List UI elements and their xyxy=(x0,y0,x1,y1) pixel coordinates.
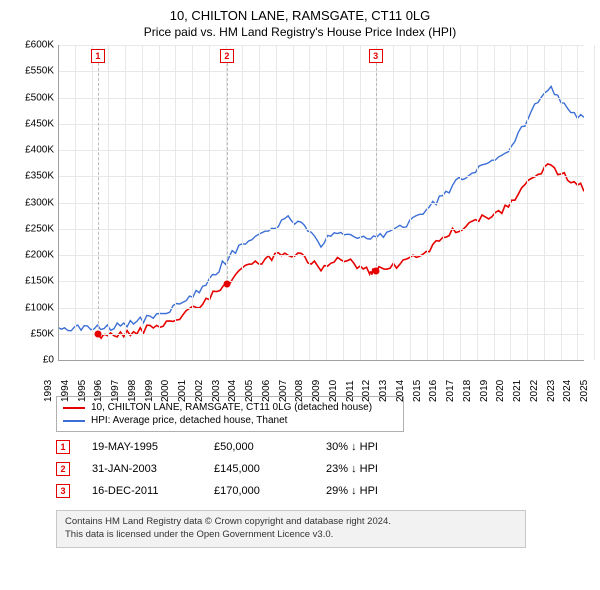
sale-dot-3 xyxy=(372,267,379,274)
x-tick-label: 2014 xyxy=(395,372,406,402)
x-tick-label: 2005 xyxy=(244,372,255,402)
legend-swatch-hpi xyxy=(63,420,85,422)
chart-sale-marker-2: 2 xyxy=(220,49,234,63)
x-tick-label: 1999 xyxy=(144,372,155,402)
x-tick-label: 1993 xyxy=(43,372,54,402)
x-tick-label: 2019 xyxy=(479,372,490,402)
sales-table: 1 19-MAY-1995 £50,000 30% ↓ HPI 2 31-JAN… xyxy=(56,436,590,502)
x-tick-label: 1998 xyxy=(127,372,138,402)
x-tick-label: 2007 xyxy=(278,372,289,402)
x-tick-label: 1996 xyxy=(93,372,104,402)
sale-diff-1: 30% ↓ HPI xyxy=(326,441,426,453)
y-tick-label: £150K xyxy=(10,276,54,287)
x-tick-label: 2020 xyxy=(495,372,506,402)
sale-dot-2 xyxy=(223,280,230,287)
x-tick-label: 2008 xyxy=(294,372,305,402)
x-tick-label: 2002 xyxy=(194,372,205,402)
y-tick-label: £500K xyxy=(10,92,54,103)
legend-label-hpi: HPI: Average price, detached house, Than… xyxy=(91,415,287,426)
x-tick-label: 2013 xyxy=(378,372,389,402)
y-tick-label: £100K xyxy=(10,302,54,313)
x-tick-label: 1995 xyxy=(77,372,88,402)
y-tick-label: £450K xyxy=(10,118,54,129)
x-tick-label: 2023 xyxy=(546,372,557,402)
sale-price-2: £145,000 xyxy=(214,463,304,475)
y-tick-label: £50K xyxy=(10,328,54,339)
y-tick-label: £350K xyxy=(10,171,54,182)
sale-date-1: 19-MAY-1995 xyxy=(92,441,192,453)
x-tick-label: 2003 xyxy=(211,372,222,402)
legend-item-hpi: HPI: Average price, detached house, Than… xyxy=(63,414,397,427)
x-tick-label: 2022 xyxy=(529,372,540,402)
y-tick-label: £600K xyxy=(10,40,54,51)
sale-date-2: 31-JAN-2003 xyxy=(92,463,192,475)
x-tick-label: 2012 xyxy=(361,372,372,402)
legend-item-property: 10, CHILTON LANE, RAMSGATE, CT11 0LG (de… xyxy=(63,401,397,414)
sales-row-3: 3 16-DEC-2011 £170,000 29% ↓ HPI xyxy=(56,480,590,502)
x-tick-label: 2004 xyxy=(227,372,238,402)
chart-container: 10, CHILTON LANE, RAMSGATE, CT11 0LG Pri… xyxy=(0,0,600,590)
sale-price-1: £50,000 xyxy=(214,441,304,453)
legend-label-property: 10, CHILTON LANE, RAMSGATE, CT11 0LG (de… xyxy=(91,402,372,413)
sale-dot-1 xyxy=(94,330,101,337)
attribution-line1: Contains HM Land Registry data © Crown c… xyxy=(65,516,517,529)
title-subtitle: Price paid vs. HM Land Registry's House … xyxy=(10,25,590,39)
x-tick-label: 2021 xyxy=(512,372,523,402)
sale-date-3: 16-DEC-2011 xyxy=(92,485,192,497)
y-tick-label: £200K xyxy=(10,250,54,261)
y-tick-label: £250K xyxy=(10,223,54,234)
y-tick-label: £550K xyxy=(10,66,54,77)
chart-area: £0 £50K £100K £150K £200K £250K £300K £350K £400… xyxy=(10,45,590,390)
legend-swatch-property xyxy=(63,407,85,409)
x-tick-label: 2010 xyxy=(328,372,339,402)
y-tick-label: £300K xyxy=(10,197,54,208)
chart-sale-marker-1: 1 xyxy=(91,49,105,63)
sale-price-3: £170,000 xyxy=(214,485,304,497)
y-tick-label: £0 xyxy=(10,355,54,366)
x-tick-label: 2001 xyxy=(177,372,188,402)
x-tick-label: 2009 xyxy=(311,372,322,402)
title-address: 10, CHILTON LANE, RAMSGATE, CT11 0LG xyxy=(10,8,590,23)
sale-drop-line-3 xyxy=(376,63,377,271)
x-tick-label: 1997 xyxy=(110,372,121,402)
sale-diff-2: 23% ↓ HPI xyxy=(326,463,426,475)
sales-row-1: 1 19-MAY-1995 £50,000 30% ↓ HPI xyxy=(56,436,590,458)
sale-drop-line-2 xyxy=(227,63,228,284)
x-tick-label: 2025 xyxy=(579,372,590,402)
sale-marker-1: 1 xyxy=(56,440,70,454)
plot-area: 1 2 3 xyxy=(58,45,584,360)
attribution-line2: This data is licensed under the Open Gov… xyxy=(65,529,517,542)
sale-drop-line-1 xyxy=(98,63,99,334)
x-tick-label: 2015 xyxy=(412,372,423,402)
sale-marker-2: 2 xyxy=(56,462,70,476)
x-tick-label: 2018 xyxy=(462,372,473,402)
x-tick-label: 2024 xyxy=(562,372,573,402)
attribution-box: Contains HM Land Registry data © Crown c… xyxy=(56,510,526,548)
chart-sale-marker-3: 3 xyxy=(369,49,383,63)
y-tick-label: £400K xyxy=(10,145,54,156)
x-tick-label: 2000 xyxy=(160,372,171,402)
x-tick-label: 1994 xyxy=(60,372,71,402)
x-tick-label: 2006 xyxy=(261,372,272,402)
x-tick-label: 2017 xyxy=(445,372,456,402)
title-block: 10, CHILTON LANE, RAMSGATE, CT11 0LG Pri… xyxy=(10,8,590,39)
sale-diff-3: 29% ↓ HPI xyxy=(326,485,426,497)
sales-row-2: 2 31-JAN-2003 £145,000 23% ↓ HPI xyxy=(56,458,590,480)
x-tick-label: 2011 xyxy=(345,372,356,402)
sale-marker-3: 3 xyxy=(56,484,70,498)
x-tick-label: 2016 xyxy=(428,372,439,402)
